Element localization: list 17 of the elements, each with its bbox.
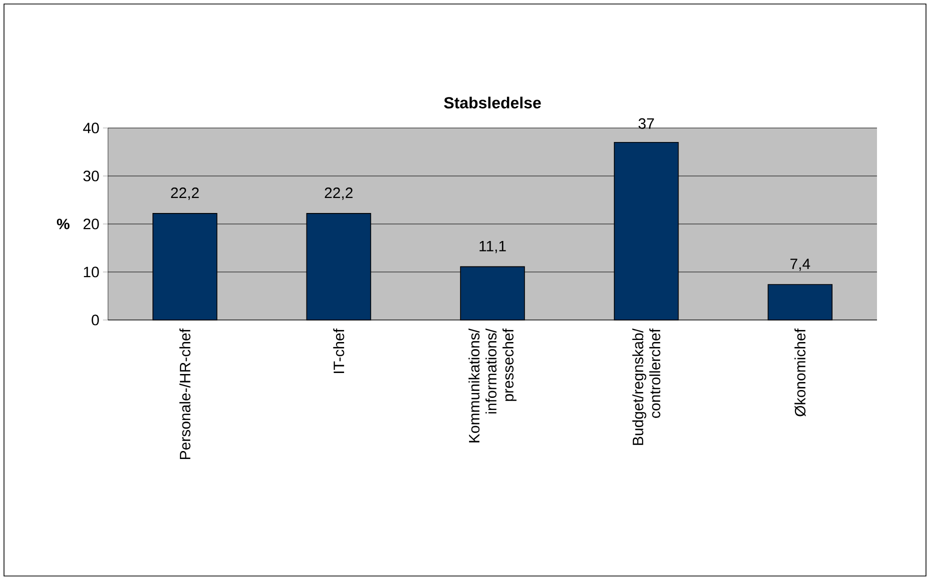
data-label: 22,2 (324, 188, 353, 200)
data-label: 37 (638, 118, 654, 129)
y-tick-label: 20 (84, 218, 99, 230)
x-tick-label: Budget/regnskab/controllerchef (632, 328, 660, 445)
data-label: 22,2 (171, 188, 199, 200)
x-tick-label: Økonomichef (794, 328, 806, 416)
x-tick-label: IT-chef (333, 328, 344, 373)
y-tick-label: 10 (84, 266, 99, 278)
y-tick-label: 30 (83, 170, 99, 182)
x-tick-label: Kommunikations/informations/pressechef (468, 328, 516, 442)
x-tick-label: Personale-/HR-chef (179, 328, 190, 460)
y-axis-title: % (56, 218, 70, 230)
y-tick-label: 40 (83, 122, 99, 134)
data-label: 11,1 (480, 240, 506, 254)
y-tick-label: 0 (92, 314, 99, 326)
chart-title: Stabsledelse (444, 96, 541, 108)
data-label: 7,4 (790, 258, 810, 271)
